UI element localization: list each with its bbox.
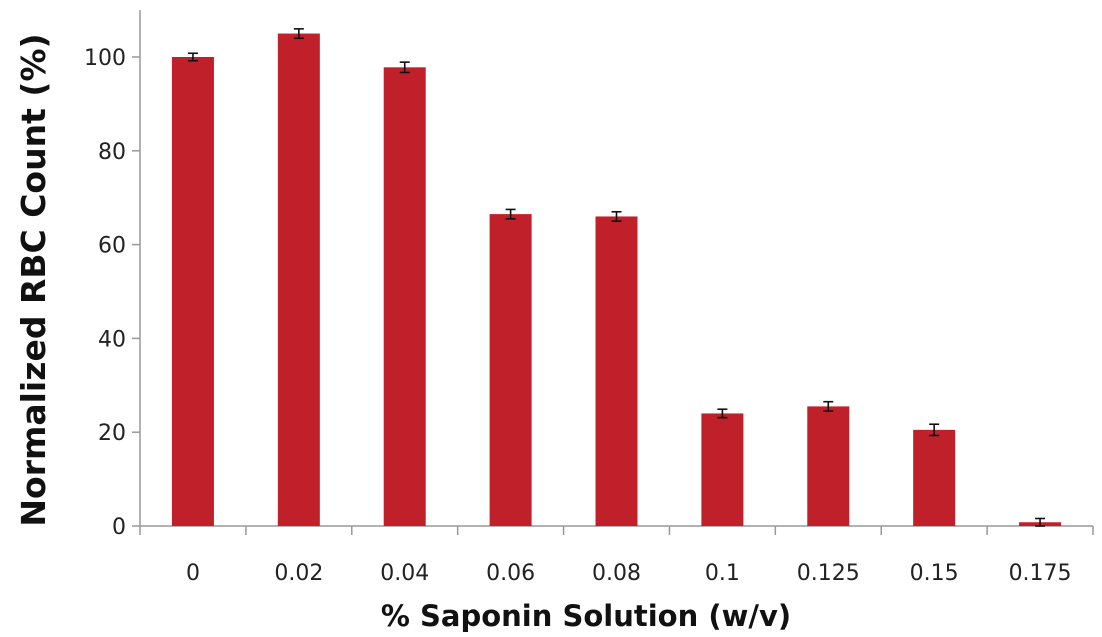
error-bar — [611, 210, 622, 222]
x-axis — [139, 525, 1094, 535]
x-tick-label: 0.15 — [910, 561, 959, 586]
bar — [807, 406, 850, 526]
bar — [701, 413, 744, 526]
bar — [171, 57, 214, 526]
bar — [277, 33, 320, 527]
x-tick-label: 0.1 — [705, 561, 740, 586]
bars — [171, 28, 1062, 527]
y-tick-label: 40 — [98, 327, 126, 352]
error-bar — [1035, 517, 1046, 527]
y-tick-label: 0 — [112, 515, 126, 540]
error-bar — [293, 28, 304, 40]
y-tick-label: 100 — [84, 46, 126, 71]
x-tick-label: 0.175 — [1009, 561, 1072, 586]
x-tick-label: 0.125 — [797, 561, 860, 586]
error-bar — [505, 208, 516, 220]
y-axis — [132, 10, 141, 527]
y-tick-label: 60 — [98, 234, 126, 259]
y-axis-title: Normalized RBC Count (%) — [14, 33, 53, 526]
x-tick-label: 0 — [186, 561, 200, 586]
x-tick-labels: 0 0.02 0.04 0.06 0.08 0.1 0.125 0.15 0.175 — [186, 561, 1072, 586]
bar — [489, 214, 532, 527]
bar — [383, 67, 426, 527]
x-tick-label: 0.04 — [380, 561, 429, 586]
error-bar — [717, 408, 728, 419]
bar — [595, 216, 638, 526]
error-bar — [399, 61, 410, 74]
bar — [913, 429, 956, 526]
x-axis-title: % Saponin Solution (w/v) — [381, 599, 791, 633]
y-tick-labels: 0 20 40 60 80 100 — [84, 46, 126, 540]
error-bar — [823, 400, 834, 412]
error-bar — [929, 423, 940, 437]
y-tick-label: 20 — [98, 421, 126, 446]
x-tick-label: 0.08 — [592, 561, 641, 586]
error-bar — [187, 52, 198, 62]
x-tick-label: 0.02 — [274, 561, 323, 586]
x-tick-label: 0.06 — [486, 561, 535, 586]
y-tick-label: 80 — [98, 140, 126, 165]
